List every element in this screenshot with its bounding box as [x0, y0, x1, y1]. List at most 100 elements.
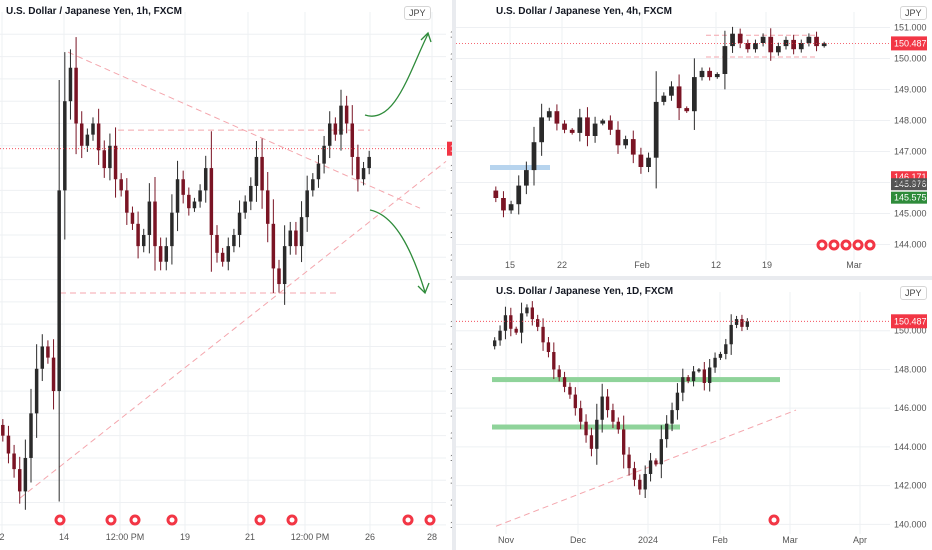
event-icon-center — [819, 242, 825, 248]
x-tick-label: Nov — [498, 535, 515, 545]
candle-body — [153, 201, 157, 247]
chart-1h-canvas[interactable]: 151.000150.900150.800150.700150.600150.5… — [0, 0, 452, 550]
candle-body — [616, 421, 620, 430]
candle-body — [686, 377, 690, 382]
event-icon-center — [257, 517, 263, 523]
chart-title-1d: U.S. Dollar / Japanese Yen, 1D, FXCM — [496, 286, 674, 297]
y-tick-label: 146.000 — [894, 178, 927, 188]
candle-body — [622, 429, 626, 455]
unit-label-1d[interactable]: JPY — [900, 286, 927, 300]
candle-body — [536, 319, 540, 327]
candle-body — [562, 123, 567, 130]
candle-body — [23, 457, 28, 492]
level-badge-label: 145.976 — [894, 179, 927, 189]
candle-body — [509, 315, 513, 329]
candle-body — [130, 212, 135, 224]
candle-body — [311, 179, 315, 191]
y-tick-label: 149.400 — [450, 386, 452, 396]
y-tick-label: 149.100 — [450, 453, 452, 463]
x-tick-label: Mar — [782, 535, 798, 545]
event-icon-center — [867, 242, 873, 248]
candle-body — [722, 46, 728, 74]
candle-body — [29, 413, 33, 458]
panel-divider-vertical[interactable] — [452, 0, 456, 550]
candle-body — [265, 190, 270, 224]
candle-body — [46, 346, 50, 358]
level-badge — [891, 191, 927, 204]
candle-body — [125, 190, 129, 213]
chart-panel-1h[interactable]: 151.000150.900150.800150.700150.600150.5… — [0, 0, 452, 550]
candle-body — [187, 194, 191, 209]
candle-body — [209, 168, 214, 235]
candle-body — [708, 367, 712, 383]
x-tick-label: 14 — [59, 532, 69, 542]
candle-body — [108, 145, 112, 169]
candle-body — [508, 204, 514, 211]
candle-body — [203, 168, 208, 191]
candle-body — [91, 123, 95, 135]
y-tick-label: 149.500 — [450, 364, 452, 374]
chart-panel-4h[interactable]: 146.171 145.976 145.575 151.000 150.000 149.0… — [456, 0, 932, 276]
candle-body — [734, 319, 739, 325]
candle-body — [554, 111, 560, 124]
candle-body — [260, 156, 264, 191]
candle-body — [638, 479, 642, 490]
candle-body — [158, 246, 163, 262]
y-tick-label: 147.000 — [894, 147, 927, 157]
x-tick-label: Apr — [853, 535, 867, 545]
candle-body — [17, 469, 22, 492]
x-tick-label: 12:00 PM — [291, 532, 330, 542]
x-tick-label: Feb — [634, 260, 650, 270]
event-icon-center — [57, 517, 63, 523]
candle-body — [136, 223, 140, 247]
y-tick-label: 148.000 — [894, 116, 927, 126]
candle-body — [605, 396, 610, 411]
level-badge-label: 145.575 — [894, 193, 927, 203]
candle-body — [676, 86, 682, 109]
resistance-zone — [492, 377, 780, 383]
x-tick-label: 2 — [0, 532, 5, 542]
y-tick-label: 140.000 — [894, 519, 927, 529]
x-tick-label: Mar — [846, 260, 862, 270]
candle-body — [12, 453, 16, 470]
candle-body — [501, 198, 506, 211]
candle-body — [327, 123, 332, 146]
event-icon-center — [289, 517, 295, 523]
unit-label-4h[interactable]: JPY — [900, 6, 927, 20]
candle-body — [119, 179, 123, 191]
candle-body — [552, 352, 556, 370]
bearish-arrow — [369, 209, 426, 293]
candle-body — [523, 170, 529, 186]
chart-1d-canvas[interactable]: 150.000 148.000 146.000 144.000 142.000 140.0… — [456, 280, 932, 550]
candle-body — [675, 392, 680, 411]
x-tick-label: 28 — [427, 532, 437, 542]
candle-body — [691, 371, 696, 382]
candle-body — [541, 326, 545, 343]
candle-body — [753, 43, 758, 50]
y-tick-label: 150.400 — [450, 163, 452, 173]
candle-body — [539, 117, 545, 143]
level-badge — [891, 178, 927, 191]
chart-panel-1d[interactable]: 150.000 148.000 146.000 144.000 142.000 140.0… — [456, 280, 932, 550]
unit-label-1h[interactable]: JPY — [404, 6, 431, 20]
candle-body — [141, 234, 146, 247]
x-tick-label: 12:00 PM — [106, 532, 145, 542]
event-icon-center — [169, 517, 175, 523]
x-tick-label: 19 — [762, 260, 772, 270]
candle-body — [768, 36, 774, 53]
candle-body — [288, 230, 293, 247]
trendline-lower — [19, 161, 447, 499]
candle-body — [96, 123, 101, 151]
candle-body — [714, 74, 720, 78]
candle-body — [85, 134, 90, 146]
panel-divider-horizontal[interactable] — [456, 276, 932, 280]
candle-body — [630, 139, 636, 155]
candle-body — [282, 246, 287, 285]
candle-body — [648, 460, 653, 474]
candle-body — [573, 394, 577, 409]
candle-body — [798, 43, 804, 50]
x-tick-label: Feb — [712, 535, 728, 545]
y-tick-label: 149.000 — [450, 475, 452, 485]
candle-body — [113, 145, 118, 180]
